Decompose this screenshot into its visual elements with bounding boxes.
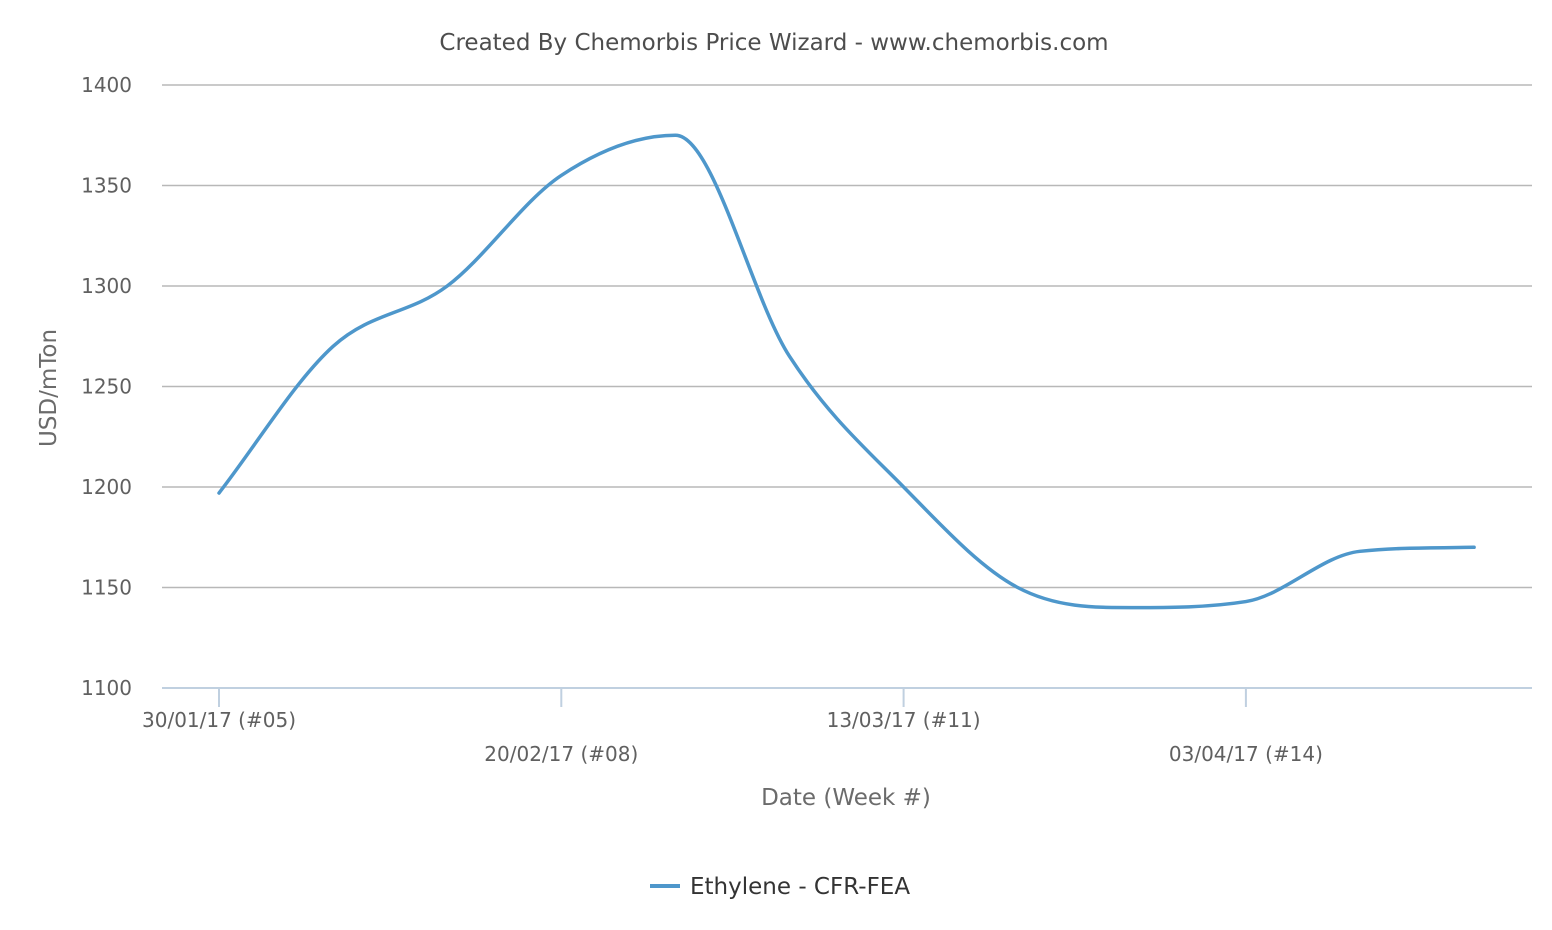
y-tick-label: 1250 — [81, 375, 132, 399]
x-tick-label: 03/04/17 (#14) — [1169, 742, 1323, 766]
y-tick-label: 1350 — [81, 174, 132, 198]
y-axis-label: USD/mTon — [36, 329, 62, 447]
series-line — [217, 133, 1476, 610]
y-tick-label: 1100 — [81, 676, 132, 700]
y-tick-label: 1300 — [81, 274, 132, 298]
series-lines — [217, 133, 1476, 610]
legend-item[interactable]: Ethylene - CFR-FEA — [650, 874, 910, 900]
chart-title: Created By Chemorbis Price Wizard - www.… — [439, 30, 1108, 56]
x-tick-labels: 30/01/17 (#05) 20/02/17 (#08) 13/03/17 (#1… — [142, 708, 1323, 766]
grid-lines — [162, 84, 1532, 589]
x-tick-label: 30/01/17 (#05) — [142, 708, 296, 732]
x-axis-label: Date (Week #) — [761, 785, 931, 811]
y-tick-label: 1200 — [81, 475, 132, 499]
y-tick-label: 1400 — [81, 73, 132, 97]
y-tick-label: 1150 — [81, 576, 132, 600]
x-tick-label: 13/03/17 (#11) — [827, 708, 981, 732]
legend[interactable]: Ethylene - CFR-FEA — [650, 874, 910, 900]
y-tick-labels: 1100 1150 1200 1250 1300 1350 1400 — [81, 73, 132, 700]
x-tick-label: 20/02/17 (#08) — [484, 742, 638, 766]
x-axis — [162, 687, 1532, 707]
legend-label: Ethylene - CFR-FEA — [690, 874, 910, 900]
